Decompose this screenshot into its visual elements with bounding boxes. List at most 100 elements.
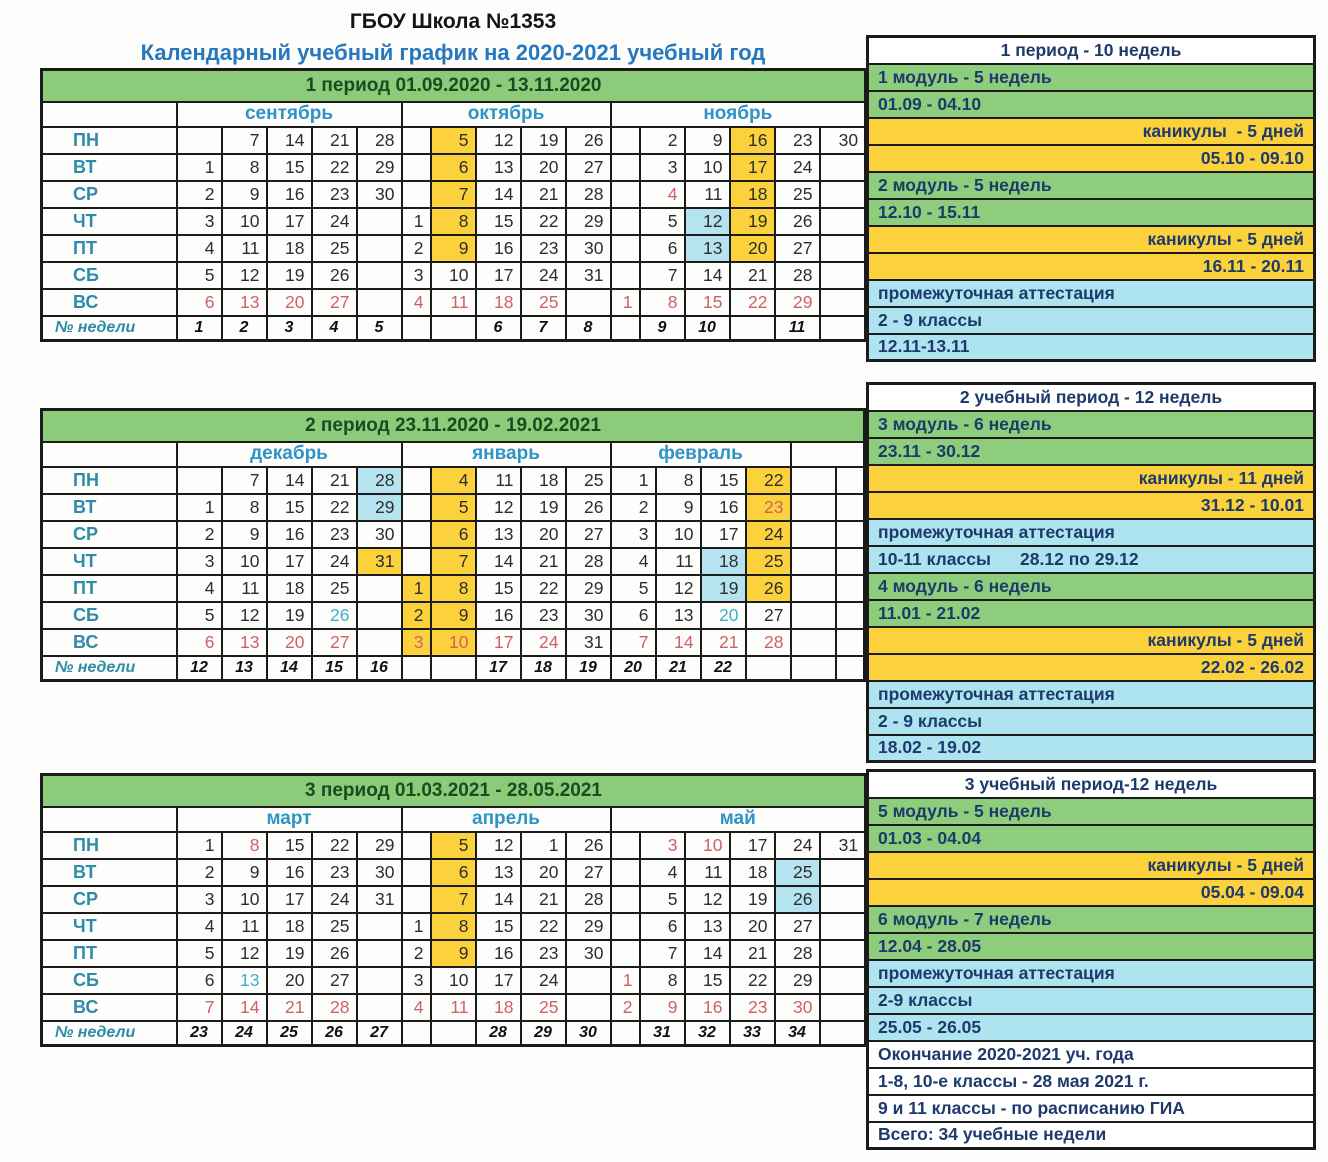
day-cell: 8 [220, 152, 268, 182]
day-cell: 27 [773, 911, 821, 941]
day-cell [834, 600, 866, 630]
weekday-label: ЧТ [40, 546, 178, 576]
day-cell: 1 [609, 965, 641, 995]
day-cell: 9 [654, 492, 702, 522]
day-cell: 13 [683, 911, 731, 941]
corner-cell [40, 440, 178, 468]
day-cell: 2 [400, 938, 432, 968]
day-cell: 31 [564, 260, 612, 290]
day-cell: 15 [265, 492, 313, 522]
day-cell: 11 [683, 857, 731, 887]
day-cell: 20 [265, 965, 313, 995]
day-cell: 26 [564, 830, 612, 860]
day-cell: 3 [175, 206, 223, 236]
day-cell: 13 [654, 600, 702, 630]
day-cell: 14 [265, 465, 313, 495]
calendar-period-1-container: 1 период 01.09.2020 - 13.11.2020 сентябрь… [40, 68, 868, 342]
day-cell: 10 [220, 546, 268, 576]
day-cell: 15 [683, 287, 731, 317]
day-cell [789, 546, 837, 576]
weekday-label: ВС [40, 627, 178, 657]
sidebar-row: 23.11 - 30.12 [866, 436, 1316, 466]
day-cell: 10 [429, 627, 477, 657]
day-cell: 3 [400, 260, 432, 290]
day-cell: 13 [220, 287, 268, 317]
day-cell: 20 [728, 911, 776, 941]
day-cell: 5 [429, 125, 477, 155]
day-cell: 7 [220, 125, 268, 155]
day-cell: 2 [175, 519, 223, 549]
day-cell: 12 [474, 492, 522, 522]
day-cell [818, 965, 867, 995]
day-cell: 28 [564, 546, 612, 576]
month-header: январь [400, 440, 612, 468]
day-cell: 4 [175, 911, 223, 941]
day-cell: 8 [220, 830, 268, 860]
week-number-cell [400, 654, 432, 682]
day-cell [400, 519, 432, 549]
sidebar-row: 2 модуль - 5 недель [866, 170, 1316, 200]
day-cell: 18 [474, 287, 522, 317]
calendar-table-period-1: 1 период 01.09.2020 - 13.11.2020 сентябрь… [40, 68, 868, 342]
day-cell: 22 [744, 465, 792, 495]
day-cell: 29 [564, 911, 612, 941]
day-cell: 24 [310, 884, 358, 914]
sidebar-period-2-container: 2 учебный период - 12 недель 3 модуль - 6… [866, 382, 1316, 763]
day-cell: 6 [609, 600, 657, 630]
sidebar-row: 3 модуль - 6 недель [866, 409, 1316, 439]
day-cell: 8 [220, 492, 268, 522]
day-cell: 29 [564, 206, 612, 236]
week-number-cell [429, 654, 477, 682]
day-cell: 8 [654, 465, 702, 495]
day-cell: 5 [175, 938, 223, 968]
day-cell [789, 465, 837, 495]
day-cell: 19 [699, 573, 747, 603]
day-cell: 19 [265, 938, 313, 968]
day-cell: 18 [699, 546, 747, 576]
week-number-cell: 8 [564, 314, 612, 342]
sidebar-row: 4 модуль - 6 недель [866, 571, 1316, 601]
sidebar-row: Всего: 34 учебные недели [866, 1120, 1316, 1150]
sidebar-table-period-1: 1 период - 10 недель 1 модуль - 5 недель 0… [866, 35, 1316, 362]
period-title: 2 период 23.11.2020 - 19.02.2021 [40, 408, 866, 443]
day-cell: 4 [400, 287, 432, 317]
day-cell [818, 206, 867, 236]
month-header: сентябрь [175, 100, 403, 128]
sidebar-period-1-container: 1 период - 10 недель 1 модуль - 5 недель 0… [866, 35, 1316, 362]
month-header: февраль [609, 440, 792, 468]
week-number-cell: 6 [474, 314, 522, 342]
day-cell: 30 [355, 519, 403, 549]
day-cell: 28 [564, 884, 612, 914]
week-row-label: № недели [40, 1019, 178, 1047]
sidebar-period-3-container: 3 учебный период-12 недель 5 модуль - 5 н… [866, 769, 1316, 1150]
sidebar-row: 18.02 - 19.02 [866, 733, 1316, 763]
day-cell: 12 [474, 830, 522, 860]
sidebar-row: 6 модуль - 7 недель [866, 904, 1316, 934]
day-cell [400, 857, 432, 887]
day-cell [400, 492, 432, 522]
day-cell: 13 [220, 627, 268, 657]
day-cell: 25 [519, 992, 567, 1022]
day-cell: 16 [265, 179, 313, 209]
week-number-cell: 28 [474, 1019, 522, 1047]
day-cell: 21 [310, 465, 358, 495]
day-cell: 4 [638, 179, 686, 209]
day-cell: 9 [220, 857, 268, 887]
day-cell: 6 [429, 857, 477, 887]
sidebar-row: 25.05 - 26.05 [866, 1012, 1316, 1042]
day-cell: 2 [609, 492, 657, 522]
day-cell: 19 [265, 600, 313, 630]
week-number-cell: 16 [355, 654, 403, 682]
day-cell: 20 [699, 600, 747, 630]
day-cell: 28 [744, 627, 792, 657]
day-cell [789, 573, 837, 603]
sidebar-row: 01.09 - 04.10 [866, 89, 1316, 119]
week-number-cell [400, 314, 432, 342]
week-number-cell: 20 [609, 654, 657, 682]
day-cell: 29 [355, 830, 403, 860]
weekday-label: ПН [40, 465, 178, 495]
day-cell: 28 [773, 260, 821, 290]
day-cell: 10 [429, 260, 477, 290]
day-cell: 27 [773, 233, 821, 263]
day-cell: 16 [474, 233, 522, 263]
